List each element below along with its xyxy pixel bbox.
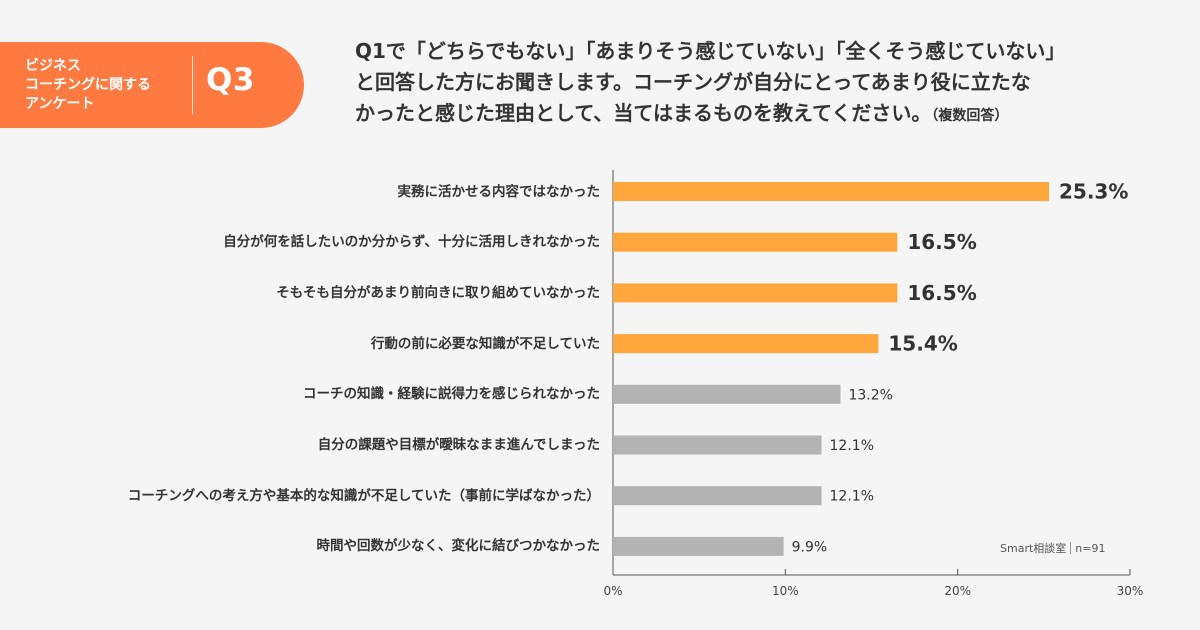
x-tick-label: 30% bbox=[1117, 584, 1144, 598]
x-tick-label: 10% bbox=[772, 584, 799, 598]
source-note: Smart相談室 n=91 bbox=[1000, 540, 1105, 556]
bar bbox=[613, 182, 1050, 201]
survey-title-line: ビジネス bbox=[25, 58, 81, 74]
survey-title-line: アンケート bbox=[25, 96, 95, 112]
value-label: 16.5% bbox=[907, 230, 976, 254]
question-line: Q1で「どちらでもない」「あまりそう感じていない」「全くそう感じていない」 bbox=[355, 39, 1066, 63]
question-number: Q3 bbox=[206, 62, 255, 98]
value-label: 12.1% bbox=[830, 438, 874, 454]
question-badge: ビジネス コーチングに関する アンケート Q3 bbox=[0, 42, 304, 128]
value-label: 15.4% bbox=[888, 332, 957, 356]
value-label: 9.9% bbox=[792, 539, 828, 555]
sample-size: n=91 bbox=[1075, 542, 1106, 555]
bar bbox=[613, 283, 898, 303]
bar bbox=[613, 536, 784, 556]
badge-divider bbox=[192, 56, 193, 114]
bar bbox=[613, 384, 841, 404]
category-label: 実務に活かせる内容ではなかった bbox=[397, 183, 601, 200]
category-label: 自分が何を話したいのか分からず、十分に活用しきれなかった bbox=[223, 234, 600, 251]
x-tick-label: 20% bbox=[944, 584, 971, 598]
survey-title-line: コーチングに関する bbox=[25, 77, 151, 93]
bar bbox=[613, 435, 822, 455]
bar bbox=[613, 486, 822, 506]
category-label: 時間や回数が少なく、変化に結びつかなかった bbox=[316, 538, 601, 555]
bar bbox=[613, 334, 879, 354]
bar bbox=[613, 232, 898, 252]
category-label: そもそも自分があまり前向きに取り組めていなかった bbox=[276, 284, 600, 301]
source-divider bbox=[1070, 542, 1072, 554]
category-label: 行動の前に必要な知識が不足していた bbox=[370, 335, 600, 352]
value-label: 12.1% bbox=[830, 489, 874, 505]
question-note: （複数回答） bbox=[931, 108, 1009, 124]
x-tick-label: 0% bbox=[603, 584, 622, 598]
question-line-text: かったと感じた理由として、当てはまるものを教えてください。 bbox=[355, 101, 932, 125]
question-line: かったと感じた理由として、当てはまるものを教えてください。（複数回答） bbox=[355, 98, 1175, 132]
category-label: コーチの知識・経験に説得力を感じられなかった bbox=[303, 386, 600, 403]
survey-title: ビジネス コーチングに関する アンケート bbox=[25, 57, 175, 114]
category-label: コーチングへの考え方や基本的な知識が不足していた（事前に学ばなかった） bbox=[127, 487, 600, 504]
question-text: Q1で「どちらでもない」「あまりそう感じていない」「全くそう感じていない」 と回… bbox=[355, 36, 1175, 132]
value-label: 13.2% bbox=[848, 387, 892, 403]
question-line: と回答した方にお聞きします。コーチングが自分にとってあまり役に立たな bbox=[355, 70, 1031, 94]
category-labels: 実務に活かせる内容ではなかった自分が何を話したいのか分からず、十分に活用しきれな… bbox=[127, 183, 601, 555]
value-label: 16.5% bbox=[907, 281, 976, 305]
category-label: 自分の課題や目標が曖昧なまま進んでしまった bbox=[317, 437, 600, 453]
value-label: 25.3% bbox=[1059, 180, 1128, 204]
source-brand: Smart相談室 bbox=[1000, 542, 1067, 555]
